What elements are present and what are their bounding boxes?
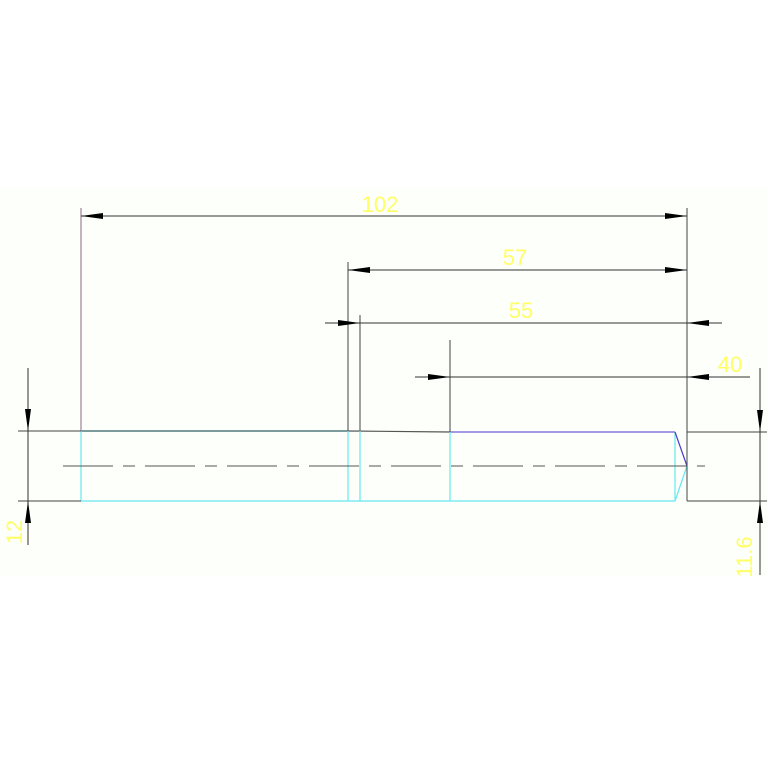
top-edge-mid [347, 430, 451, 433]
drawing-area [0, 188, 767, 576]
dim-text-102: 102 [362, 192, 399, 217]
dim-text-55: 55 [509, 298, 533, 323]
dim-text-11-6: 11.6 [732, 536, 757, 577]
chamfer-top [674, 431, 688, 467]
dim-text-40: 40 [718, 352, 742, 377]
arrowheads [25, 213, 763, 523]
dim-text-12: 12 [2, 520, 27, 544]
extension-lines [18, 208, 767, 502]
dim-text-57: 57 [503, 245, 527, 270]
chamfer-bottom [674, 465, 688, 502]
